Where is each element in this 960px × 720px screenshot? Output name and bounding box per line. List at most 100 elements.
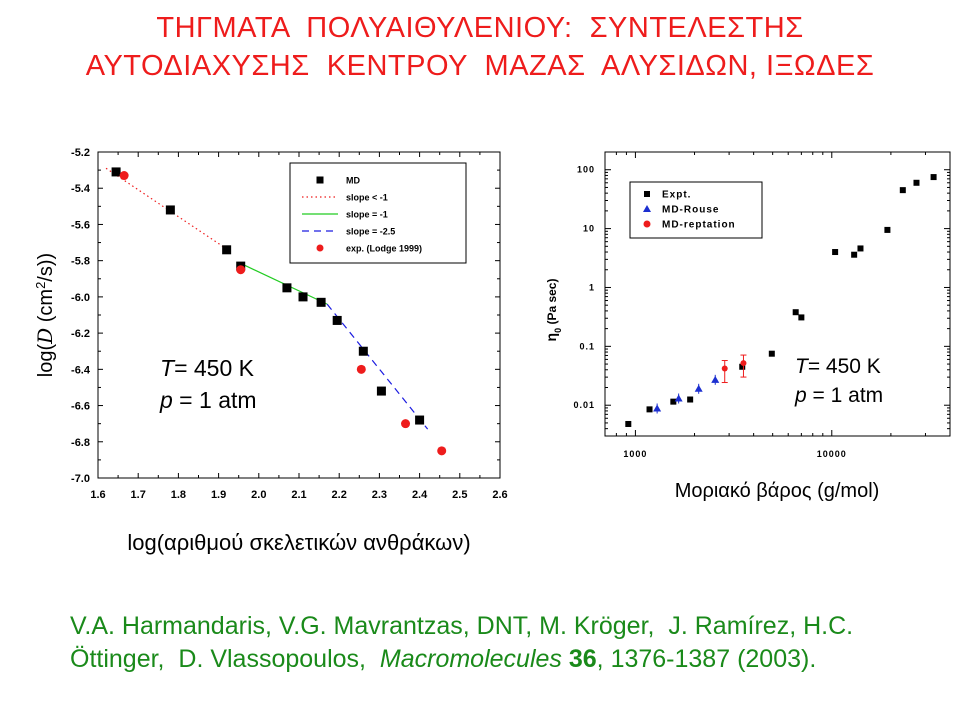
pressure-value: = 1 atm <box>173 387 257 413</box>
expt-point <box>899 187 906 194</box>
pressure-var: p <box>159 387 173 413</box>
y-tick-label: -5.6 <box>71 219 90 231</box>
md-point <box>415 415 425 425</box>
y-axis-label-unit: (Pa sec) <box>545 279 559 328</box>
x-tick-label: 2.6 <box>492 489 507 501</box>
md-point <box>316 297 326 307</box>
exp-point <box>236 265 246 275</box>
expt-point <box>913 179 920 186</box>
exp-point <box>437 446 447 456</box>
expt-point <box>625 420 632 427</box>
y-tick-label: -7.0 <box>71 473 90 485</box>
fit-line-solid <box>238 261 328 305</box>
temperature-value: = 450 K <box>174 355 255 381</box>
x-tick-label: 2.5 <box>452 489 467 501</box>
temperature-label: T= 450 K <box>795 355 881 378</box>
citation-volume: 36 <box>568 645 597 673</box>
x-tick-label: 1.7 <box>131 489 146 501</box>
y-axis-label-prefix: log( <box>35 344 57 378</box>
y-tick-label: -5.4 <box>71 183 91 195</box>
legend-exp-marker <box>316 244 324 252</box>
x-axis-label: Μοριακό βάρος (g/mol) <box>675 480 880 502</box>
temperature-value: = 450 K <box>808 355 881 378</box>
citation-line-1: V.A. Harmandaris, V.G. Mavrantzas, DNT, … <box>70 612 854 640</box>
temperature-var: T <box>795 355 810 378</box>
reptation-point <box>721 365 728 372</box>
temperature-label: T= 450 K <box>160 355 255 381</box>
exp-point <box>356 364 366 374</box>
expt-point <box>739 363 746 370</box>
legend-label: slope = -2.5 <box>346 227 395 237</box>
expt-point <box>832 249 839 256</box>
y-tick-label: 0.1 <box>579 341 595 351</box>
exp-point <box>119 171 129 181</box>
x-tick-label: 1000 <box>623 449 647 459</box>
md-point <box>376 386 386 396</box>
legend-md-marker <box>316 176 324 184</box>
exp-point <box>401 419 411 429</box>
y-axis-label-eta: η <box>543 333 559 342</box>
y-axis-label-unit: (cm <box>35 289 57 328</box>
expt-point <box>857 245 864 252</box>
expt-point <box>670 398 677 405</box>
x-tick-label: 1.8 <box>171 489 186 501</box>
y-tick-label: -6.6 <box>71 401 90 413</box>
rouse-point <box>694 384 703 392</box>
expt-point <box>768 350 775 357</box>
x-tick-label: 2.2 <box>332 489 347 501</box>
legend-label: Expt. <box>662 190 691 201</box>
x-tick-label: 2.4 <box>412 489 428 501</box>
expt-point <box>798 314 805 321</box>
y-axis-label-sup: 2 <box>33 282 48 289</box>
md-point <box>358 346 368 356</box>
rouse-point <box>674 394 683 402</box>
pressure-value: = 1 atm <box>807 384 883 407</box>
md-point <box>111 167 121 177</box>
y-axis-label: η0 (Pa sec) <box>543 279 563 342</box>
x-tick-label: 2.3 <box>372 489 387 501</box>
y-tick-label: 0.01 <box>573 400 595 410</box>
x-tick-label: 2.0 <box>251 489 266 501</box>
y-axis-label-suffix: /s)) <box>35 253 57 282</box>
md-point <box>332 315 342 325</box>
slide-title-line-2: ΑΥΤΟΔΙΑΧΥΣΗΣ ΚΕΝΤΡΟΥ ΜΑΖΑΣ ΑΛΥΣΙΔΩΝ, ΙΞΩ… <box>85 50 875 82</box>
y-tick-label: -6.4 <box>71 364 91 376</box>
x-tick-label: 1.6 <box>90 489 105 501</box>
citation-line-2: Öttinger, D. Vlassopoulos, Macromolecule… <box>70 643 816 676</box>
legend-label: slope < -1 <box>346 193 388 203</box>
y-tick-label: -6.0 <box>71 292 90 304</box>
fit-line-dashed <box>326 303 429 430</box>
y-tick-label: -5.2 <box>71 147 90 159</box>
citation-pages-year: , 1376-1387 (2003). <box>596 645 817 673</box>
x-tick-label: 10000 <box>817 449 847 459</box>
md-point <box>222 245 232 255</box>
y-tick-label: -6.8 <box>71 437 90 449</box>
legend-label: MD-Rouse <box>662 205 719 216</box>
expt-point <box>646 406 653 413</box>
y-tick-label: 1 <box>589 282 595 292</box>
legend-label: exp. (Lodge 1999) <box>346 244 422 254</box>
x-axis-label: log(αριθμού σκελετικών ανθράκων) <box>127 530 470 555</box>
expt-point <box>884 226 891 233</box>
legend-expt-marker <box>644 191 650 197</box>
md-point <box>165 205 175 215</box>
pressure-var: p <box>794 384 807 407</box>
legend-rouse-marker <box>643 205 651 212</box>
y-tick-label: -5.8 <box>71 256 90 268</box>
legend-label: slope = -1 <box>346 210 388 220</box>
legend-box <box>629 181 763 239</box>
x-tick-label: 2.1 <box>291 489 306 501</box>
y-tick-label: 10 <box>583 224 595 234</box>
y-axis-label: log(D (cm2/s)) <box>33 253 58 377</box>
rouse-point <box>653 404 662 412</box>
reptation-point <box>740 360 747 367</box>
legend-label: MD <box>346 176 360 186</box>
y-tick-label: 100 <box>577 165 595 175</box>
legend-reptation-marker <box>643 220 651 228</box>
x-tick-label: 1.9 <box>211 489 226 501</box>
citation-authors-end: Öttinger, D. Vlassopoulos, <box>70 645 380 673</box>
temperature-var: T <box>160 355 176 381</box>
plot-frame <box>604 151 951 437</box>
